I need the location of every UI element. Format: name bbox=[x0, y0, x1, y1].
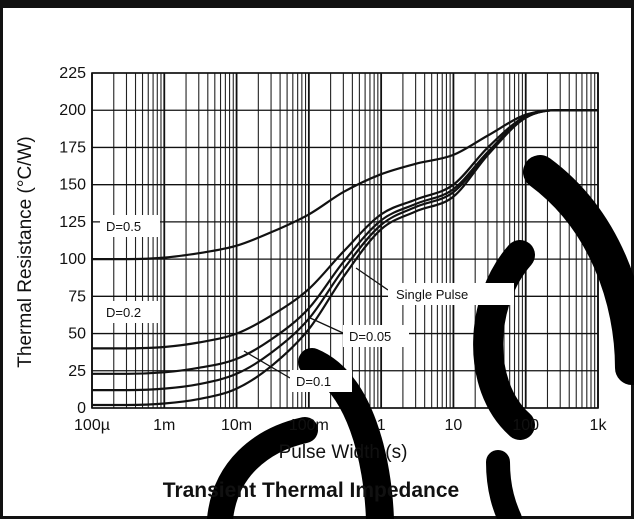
curves bbox=[91, 109, 598, 407]
y-tick-label: 0 bbox=[77, 400, 86, 417]
leader-line bbox=[243, 350, 291, 379]
y-tick-label: 175 bbox=[59, 139, 86, 156]
overlay-stroke bbox=[486, 450, 522, 519]
y-tick-label: 75 bbox=[68, 288, 86, 305]
minor-grid bbox=[113, 73, 596, 408]
y-tick-label: 50 bbox=[68, 326, 86, 343]
label-d-0-2: D=0.2 bbox=[106, 305, 141, 320]
label-d-0-1: D=0.1 bbox=[296, 374, 331, 389]
label-d-0-5: D=0.5 bbox=[106, 219, 141, 234]
chart-title: Transient Thermal Impedance bbox=[163, 479, 459, 502]
label-box bbox=[290, 370, 352, 392]
x-tick-label: 10 bbox=[445, 417, 463, 434]
x-tick-label: 100µ bbox=[74, 417, 110, 434]
x-tick-label: 10m bbox=[221, 417, 252, 434]
y-tick-label: 225 bbox=[59, 65, 86, 82]
overlay-stroke bbox=[473, 240, 535, 440]
y-tick-label: 100 bbox=[59, 251, 86, 268]
y-tick-label: 25 bbox=[68, 363, 86, 380]
leader-line bbox=[355, 267, 389, 291]
x-tick-label: 100 bbox=[512, 417, 539, 434]
x-tick-label: 1 bbox=[377, 417, 386, 434]
curve-single-pulse bbox=[92, 109, 598, 407]
x-tick-label: 1k bbox=[590, 417, 608, 434]
y-tick-label: 200 bbox=[59, 102, 86, 119]
label-box bbox=[388, 283, 514, 305]
y-tick-label: 150 bbox=[59, 177, 86, 194]
y-tick-label: 125 bbox=[59, 214, 86, 231]
overlay-stroke bbox=[523, 155, 634, 385]
x-tick-label: 1m bbox=[153, 417, 175, 434]
curve-labels: D=0.5 D=0.2 D=0.1 D=0.05 Single Pulse bbox=[100, 215, 514, 392]
y-axis-label: Thermal Resistance (°C/W) bbox=[15, 136, 36, 367]
curve-d-0-1 bbox=[92, 109, 598, 375]
x-tick-label: 100m bbox=[289, 417, 329, 434]
overlay-stroke bbox=[207, 417, 318, 519]
label-box bbox=[343, 325, 409, 347]
label-single-pulse: Single Pulse bbox=[396, 287, 468, 302]
x-tick-labels: 100µ 1m 10m 100m 1 10 100 1k bbox=[74, 417, 607, 434]
x-axis-label: Pulse Width (s) bbox=[279, 442, 408, 463]
curve-d-0-5 bbox=[91, 109, 598, 261]
y-tick-labels: 0 25 50 75 100 125 150 175 200 225 bbox=[59, 65, 86, 417]
label-d-0-05: D=0.05 bbox=[349, 329, 391, 344]
label-box bbox=[100, 215, 160, 237]
label-box bbox=[100, 301, 160, 323]
leader-line bbox=[307, 316, 344, 334]
